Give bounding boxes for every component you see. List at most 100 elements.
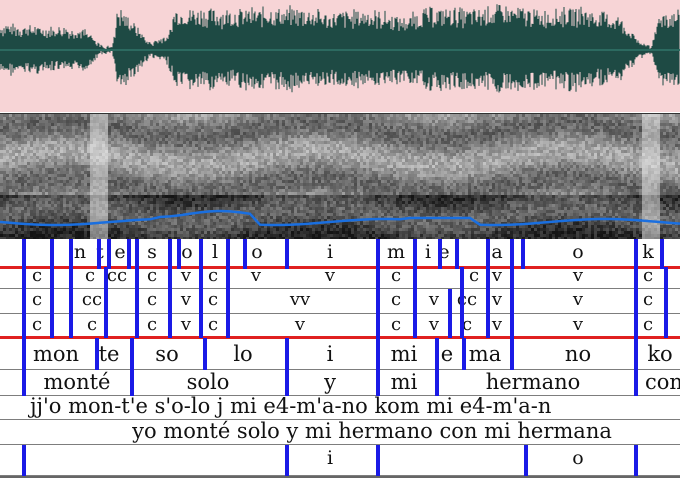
spectrogram-cell xyxy=(237,120,240,123)
spectrogram-cell xyxy=(39,174,42,177)
spectrogram-cell xyxy=(21,204,24,207)
spectrogram-cell xyxy=(195,198,198,201)
spectrogram-cell xyxy=(3,198,6,201)
spectrogram-cell xyxy=(330,159,333,162)
spectrogram-cell xyxy=(48,150,51,153)
spectrogram-cell xyxy=(105,165,108,168)
spectrogram-cell xyxy=(150,135,153,138)
spectrogram-cell xyxy=(216,162,219,165)
spectrogram-cell xyxy=(162,234,165,237)
spectrogram-cell xyxy=(201,126,204,129)
spectrogram-cell xyxy=(252,210,255,213)
spectrogram-cell xyxy=(300,189,303,192)
spectrogram-cell xyxy=(213,147,216,150)
spectrogram-cell xyxy=(18,123,21,126)
spectrogram-cell xyxy=(69,189,72,192)
spectrogram-cell xyxy=(186,159,189,162)
spectrogram-cell xyxy=(228,168,231,171)
spectrogram-cell xyxy=(93,189,96,192)
spectrogram-cell xyxy=(15,198,18,201)
spectrogram-cell xyxy=(195,177,198,180)
spectrogram-cell xyxy=(219,228,222,231)
spectrogram-cell xyxy=(57,138,60,141)
spectrogram-cell xyxy=(237,198,240,201)
spectrogram-cell xyxy=(309,210,312,213)
spectrogram-cell xyxy=(186,162,189,165)
spectrogram-cell xyxy=(168,168,171,171)
spectrogram-cell xyxy=(351,225,354,228)
spectrogram-cell xyxy=(30,174,33,177)
spectrogram-cell xyxy=(63,204,66,207)
spectrogram-cell xyxy=(330,162,333,165)
spectrogram-cell xyxy=(294,132,297,135)
spectrogram-cell xyxy=(147,207,150,210)
spectrogram-cell xyxy=(312,228,315,231)
spectrogram-cell xyxy=(303,186,306,189)
spectrogram-cell xyxy=(81,126,84,129)
spectrogram-cell xyxy=(225,123,228,126)
spectrogram-cell xyxy=(249,141,252,144)
spectrogram-cell xyxy=(18,192,21,195)
spectrogram-cell xyxy=(339,198,342,201)
spectrogram-cell xyxy=(12,138,15,141)
spectrogram-cell xyxy=(198,126,201,129)
spectrogram-cell xyxy=(288,210,291,213)
spectrogram-cell xyxy=(333,129,336,132)
spectrogram-cell xyxy=(66,174,69,177)
spectrogram-cell xyxy=(237,147,240,150)
spectrogram-cell xyxy=(84,168,87,171)
spectrogram-cell xyxy=(279,150,282,153)
waveform-panel[interactable] xyxy=(0,0,680,112)
spectrogram-cell xyxy=(258,207,261,210)
spectrogram-cell xyxy=(162,210,165,213)
spectrogram-cell xyxy=(183,216,186,219)
spectrogram-cell xyxy=(159,180,162,183)
spectrogram-cell xyxy=(246,168,249,171)
spectrogram-cell xyxy=(300,210,303,213)
spectrogram-cell xyxy=(15,165,18,168)
spectrogram-cell xyxy=(294,186,297,189)
spectrogram-cell xyxy=(48,156,51,159)
spectrogram-cell xyxy=(3,213,6,216)
spectrogram-cell xyxy=(270,198,273,201)
spectrogram-cell xyxy=(186,192,189,195)
spectrogram-cell xyxy=(309,201,312,204)
spectrogram-cell xyxy=(330,234,333,237)
spectrogram-cell xyxy=(18,135,21,138)
spectrogram-cell xyxy=(285,156,288,159)
spectrogram-cell xyxy=(45,114,48,117)
spectrogram-cell xyxy=(39,216,42,219)
spectrogram-cell xyxy=(195,168,198,171)
spectrogram-cell xyxy=(66,156,69,159)
spectrogram-cell xyxy=(48,123,51,126)
spectrogram-cell xyxy=(210,183,213,186)
spectrogram-cell xyxy=(165,177,168,180)
spectrogram-cell xyxy=(168,114,171,117)
spectrogram-cell xyxy=(228,150,231,153)
spectrogram-cell xyxy=(72,228,75,231)
spectrogram-cell xyxy=(129,183,132,186)
spectrogram-cell xyxy=(321,174,324,177)
spectrogram-panel[interactable] xyxy=(0,113,680,240)
spectrogram-cell xyxy=(135,129,138,132)
spectrogram-cell xyxy=(30,204,33,207)
spectrogram-cell xyxy=(255,144,258,147)
spectrogram-cell xyxy=(336,210,339,213)
spectrogram-cell xyxy=(54,204,57,207)
spectrogram-cell xyxy=(78,216,81,219)
spectrogram-cell xyxy=(219,150,222,153)
spectrogram-cell xyxy=(84,138,87,141)
spectrogram-cell xyxy=(123,198,126,201)
spectrogram-cell xyxy=(297,126,300,129)
spectrogram-cell xyxy=(6,165,9,168)
spectrogram-cell xyxy=(309,198,312,201)
spectrogram-cell xyxy=(306,171,309,174)
spectrogram-cell xyxy=(0,135,3,138)
spectrogram-cell xyxy=(252,180,255,183)
spectrogram-cell xyxy=(84,135,87,138)
spectrogram-cell xyxy=(174,168,177,171)
spectrogram-cell xyxy=(339,123,342,126)
spectrogram-cell xyxy=(63,195,66,198)
spectrogram-cell xyxy=(273,171,276,174)
spectrogram-cell xyxy=(60,153,63,156)
